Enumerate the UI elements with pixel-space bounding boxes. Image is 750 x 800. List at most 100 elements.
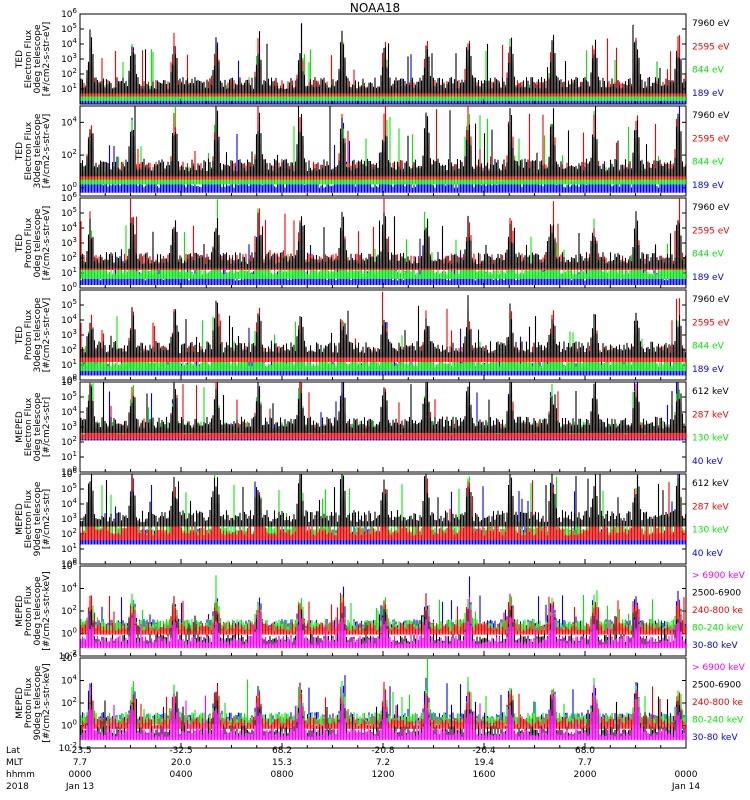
legend-entry: 7960 eV (692, 295, 730, 305)
x-tick-mlt: 7.7 (73, 758, 87, 768)
panel-6: 100 101 102 103 104 105 106 MEPEDElectron Flux9… (15, 467, 729, 570)
legend-entry: 189 eV (692, 181, 725, 191)
y-tick-label: 101 (61, 450, 77, 463)
legend-entry: 844 eV (692, 158, 725, 168)
y-tick-label: 100 (61, 281, 77, 294)
y-tick-label: 102 (61, 251, 77, 264)
y-tick-label: 102 (61, 148, 77, 161)
trace-3 (80, 575, 686, 632)
trace-3 (80, 106, 686, 193)
x-tick-hhmm: 0000 (69, 770, 92, 780)
x-tick-mlt: 15.3 (272, 758, 292, 768)
y-tick-label: 102 (61, 696, 77, 709)
x-tick-lat: -26.4 (472, 746, 496, 756)
y-tick-label: 104 (61, 674, 77, 687)
y-axis-label: TEDProton Flux30deg telescope[#/cm2-s-st… (15, 297, 52, 372)
legend-entry: 2595 eV (692, 134, 730, 144)
legend-entry: 7960 eV (692, 19, 730, 29)
legend-entry: 2595 eV (692, 226, 730, 236)
y-tick-label: 102 (61, 343, 77, 356)
y-tick-label: 103 (61, 328, 77, 341)
trace-0 (80, 211, 686, 269)
legend-entry: 130 keV (692, 526, 729, 536)
x-row-label: Lat (6, 746, 21, 756)
x-tick-date: Jan 14 (671, 782, 700, 792)
y-tick-label: 100 (61, 719, 77, 732)
legend-entry: 80-240 keV (692, 716, 744, 726)
flux-traces (80, 474, 686, 545)
y-tick-label: 106 (61, 651, 77, 664)
trace-1 (80, 291, 686, 362)
legend-entry: 240-800 ke (692, 698, 743, 708)
x-tick-lat: -23.5 (68, 746, 91, 756)
flux-traces (80, 658, 686, 741)
trace-2 (80, 474, 686, 539)
y-axis-label: MEPEDProton Flux90deg telescope[#/cm2-s-… (15, 663, 52, 742)
y-tick-label: 106 (61, 467, 77, 480)
y-tick-label: 101 (61, 82, 77, 95)
y-tick-label: 105 (61, 390, 77, 403)
legend-entry: 844 eV (692, 66, 725, 76)
legend-entry: 612 keV (692, 387, 729, 397)
y-tick-label: 106 (61, 191, 77, 204)
panel-8: 10-2 100 102 104 106 MEPEDProton Flux90deg te… (15, 651, 746, 754)
y-tick-label: 104 (61, 115, 77, 128)
x-tick-hhmm: 0800 (271, 770, 294, 780)
y-tick-label: 105 (61, 298, 77, 311)
trace-4 (80, 576, 686, 632)
y-tick-label: 100 (61, 557, 77, 570)
trace-0 (80, 295, 686, 358)
legend-entry: 287 keV (692, 502, 729, 512)
legend-entry: 7960 eV (692, 203, 730, 213)
y-axis-label: MEPEDProton Flux0deg telescope[#/cm2-s-s… (15, 571, 52, 650)
panel-1: 101 102 103 104 105 106 TEDElectron Flux0deg t… (15, 7, 730, 105)
flux-traces (80, 106, 686, 193)
y-tick-label: 10-2 (59, 649, 77, 662)
trace-3 (80, 474, 686, 545)
y-tick-label: 100 (61, 627, 77, 640)
panels: 101 102 103 104 105 106 TEDElectron Flux0deg t… (15, 7, 746, 754)
y-tick-label: 106 (61, 559, 77, 572)
y-tick-label: 106 (61, 7, 77, 20)
y-tick-label: 102 (61, 604, 77, 617)
flux-traces (80, 198, 686, 285)
legend-entry: 40 keV (692, 549, 724, 559)
x-tick-lat: -20.8 (371, 746, 395, 756)
legend-entry: 189 eV (692, 89, 725, 99)
trace-3 (80, 312, 686, 376)
trace-1 (80, 382, 686, 439)
trace-2 (80, 382, 686, 438)
y-tick-label: 104 (61, 221, 77, 234)
y-tick-label: 101 (61, 266, 77, 279)
trace-3 (80, 382, 686, 441)
legend-entry: 844 eV (692, 250, 725, 260)
legend-entry: 2595 eV (692, 42, 730, 52)
x-tick-mlt: 7.2 (376, 758, 390, 768)
trace-0 (80, 382, 686, 433)
x-tick-lat: -32.5 (169, 746, 192, 756)
legend-entry: 2500-6900 (692, 589, 741, 599)
trace-2 (80, 315, 686, 371)
y-tick-label: 100 (61, 465, 77, 478)
x-tick-hhmm: 0400 (170, 770, 193, 780)
panel-4: 100 101 102 103 104 105 TEDProton Flux30deg te… (15, 289, 730, 386)
legend-entry: > 6900 keV (692, 571, 746, 581)
trace-0 (80, 474, 686, 527)
legend-entry: 30-80 keV (692, 733, 738, 743)
trace-1 (80, 478, 686, 540)
x-tick-lat: 68.2 (272, 746, 292, 756)
y-tick-label: 100 (61, 181, 77, 194)
trace-1 (80, 106, 686, 180)
y-tick-label: 104 (61, 582, 77, 595)
trace-2 (80, 681, 686, 729)
legend-entry: 30-80 keV (692, 641, 738, 651)
panel-2: 100 102 104 TEDElectron Flux30deg telescope… (15, 105, 730, 197)
trace-0 (80, 23, 686, 94)
y-tick-label: 103 (61, 512, 77, 525)
legend-entry: 130 keV (692, 434, 729, 444)
y-tick-label: 10-2 (59, 741, 77, 754)
y-tick-label: 103 (61, 420, 77, 433)
trace-1 (80, 198, 686, 270)
flux-traces (80, 23, 686, 104)
